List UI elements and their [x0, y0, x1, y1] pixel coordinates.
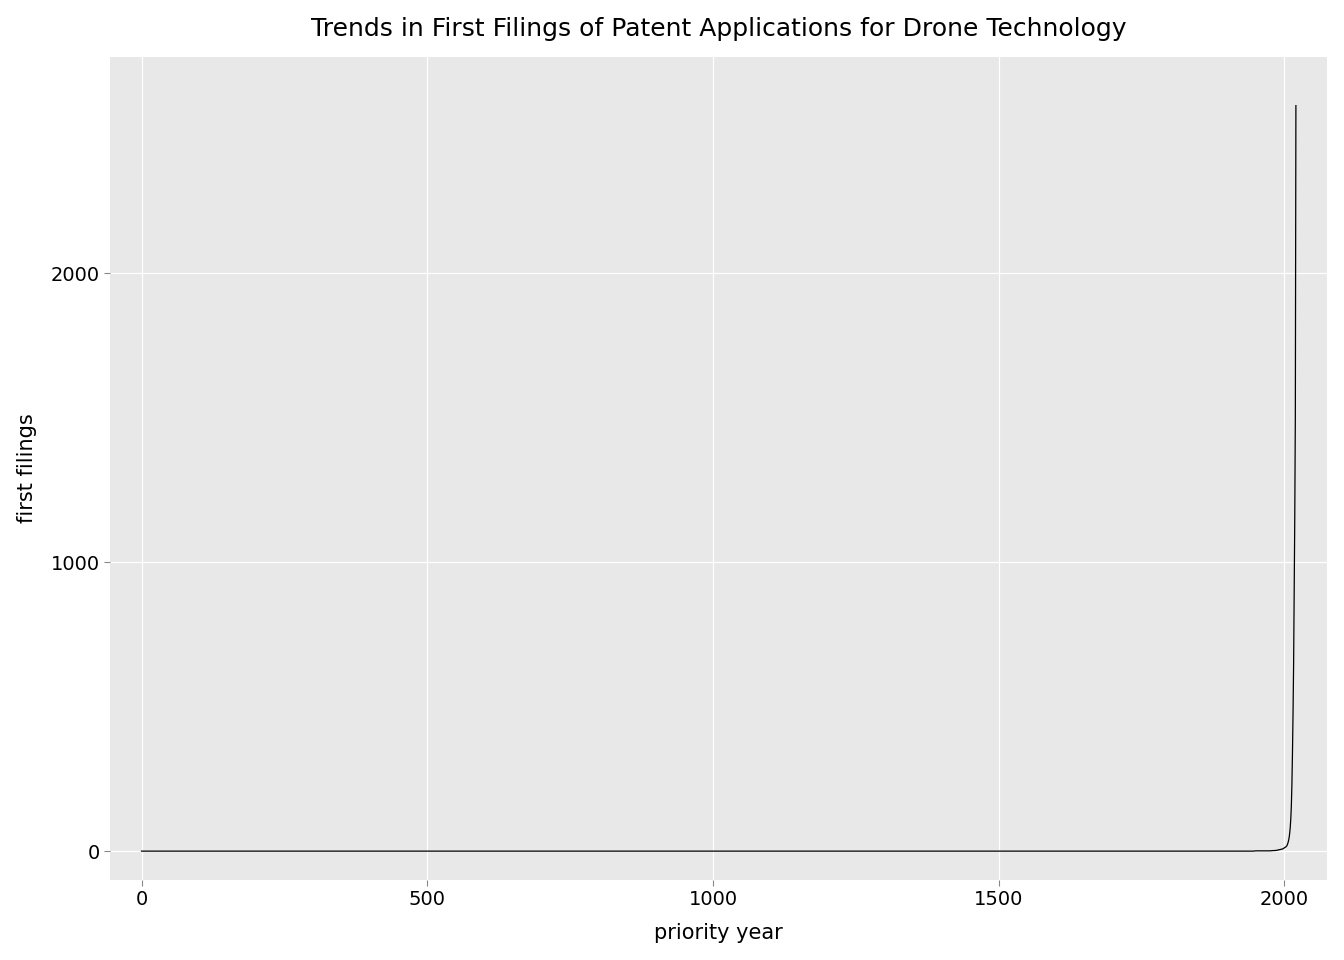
Y-axis label: first filings: first filings	[16, 414, 36, 523]
X-axis label: priority year: priority year	[655, 924, 784, 944]
Title: Trends in First Filings of Patent Applications for Drone Technology: Trends in First Filings of Patent Applic…	[310, 16, 1126, 40]
